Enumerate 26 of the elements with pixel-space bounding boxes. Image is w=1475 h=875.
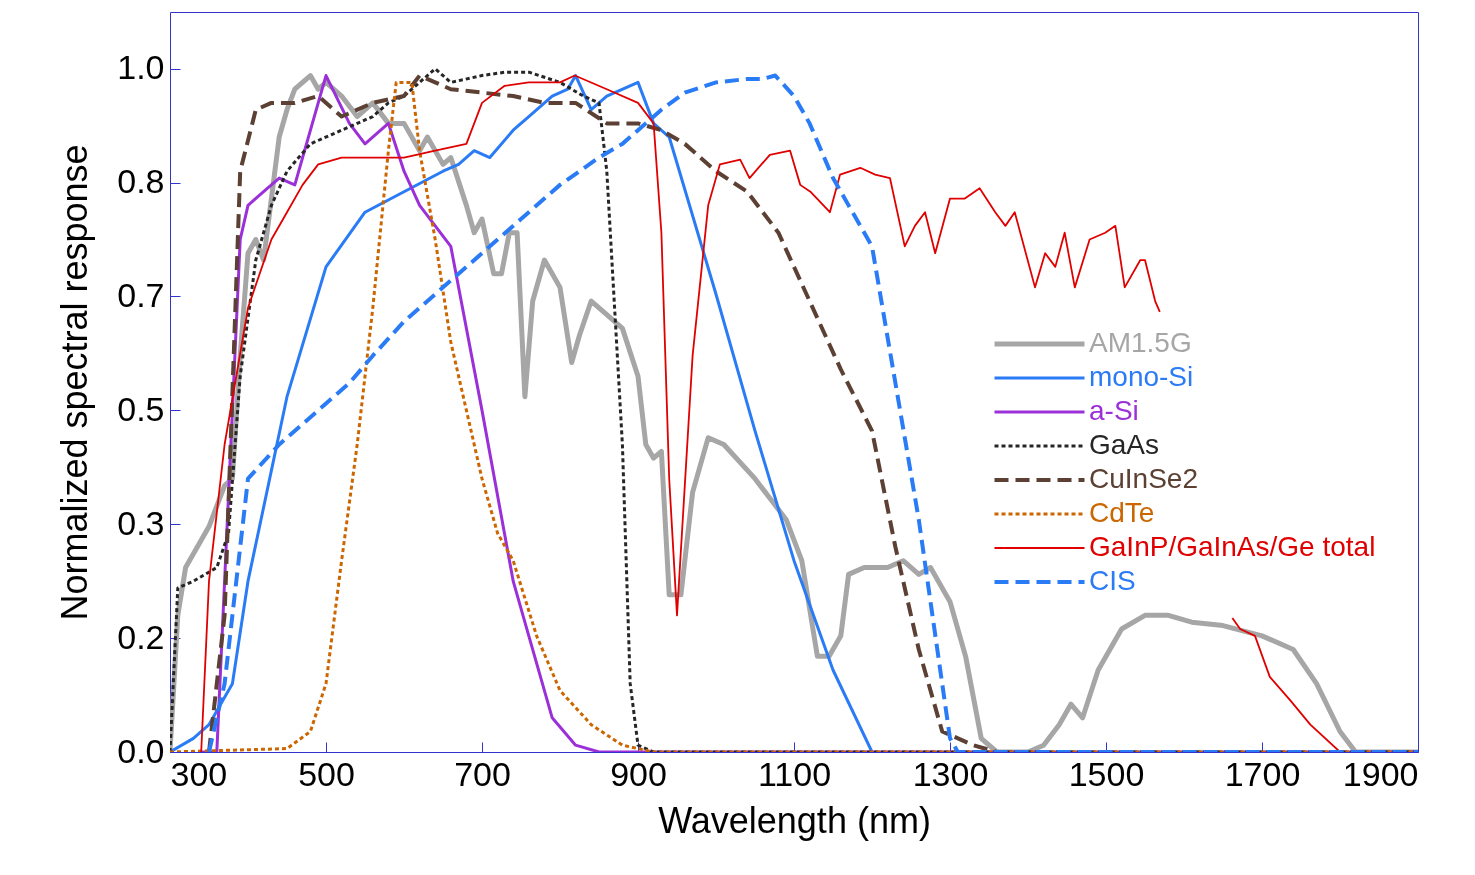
x-tick-label: 1300 [912,754,989,793]
legend-label: AM1.5G [1089,327,1192,358]
legend-label: CIS [1089,565,1136,596]
y-tick-label: 0.5 [117,389,165,428]
x-tick-label: 900 [610,754,667,793]
legend-label: mono-Si [1089,361,1194,392]
legend-label: GaAs [1089,429,1160,460]
y-tick-label: 0.0 [117,731,165,770]
y-tick-label: 0.7 [117,275,165,314]
x-tick-label: 700 [454,754,511,793]
x-axis-title: Wavelength (nm) [658,799,931,841]
y-axis-title: Normalized spectral response [54,144,96,621]
y-tick-label: 0.3 [117,503,165,542]
legend-label: a-Si [1089,395,1139,426]
x-tick-label: 300 [170,754,228,793]
y-tick-label: 0.2 [117,617,165,656]
x-tick-label: 1700 [1224,754,1301,793]
x-tick-label: 500 [298,754,355,793]
y-tick-label: 1.0 [117,48,165,87]
legend-label: CdTe [1089,497,1155,528]
x-tick-label: 1500 [1068,754,1145,793]
y-tick-label: 0.8 [117,162,165,201]
legend-label: GaInP/GaInAs/Ge total [1089,531,1376,562]
x-tick-label: 1900 [1342,754,1419,793]
legend-label: CuInSe2 [1089,463,1198,494]
x-tick-label: 1100 [757,754,832,793]
